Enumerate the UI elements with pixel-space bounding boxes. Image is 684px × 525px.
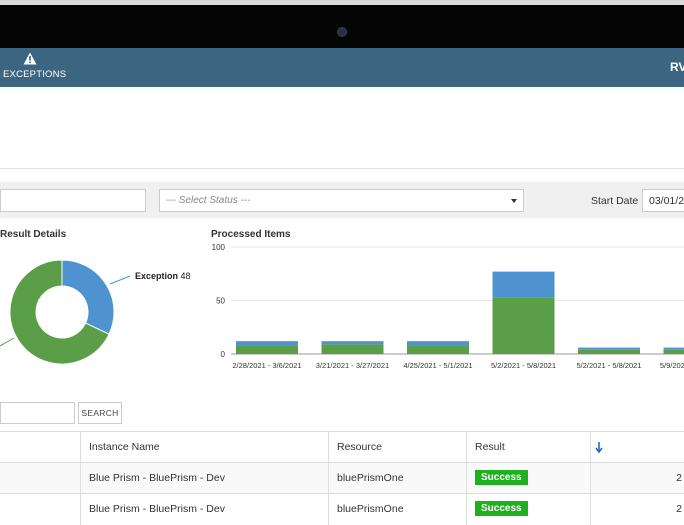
resource-cell: bluePrismOne xyxy=(328,494,466,525)
last-cell: 2 xyxy=(590,494,684,525)
table-row[interactable]: Blue Prism - BluePrism - Dev bluePrismOn… xyxy=(0,493,684,524)
x-tick-label: 4/25/2021 - 5/1/2021 xyxy=(403,361,472,370)
webcam xyxy=(337,27,347,37)
user-menu[interactable]: RV xyxy=(670,60,684,74)
result-details-chart: Exception 48 xyxy=(0,240,205,390)
x-tick-label: 5/2/2021 - 5/8/2021 xyxy=(576,361,641,370)
donut-slice-exception[interactable] xyxy=(62,260,114,334)
processed-items-title: Processed Items xyxy=(211,229,291,240)
bar-segment-0[interactable] xyxy=(493,297,555,354)
search-button[interactable]: SEARCH xyxy=(78,402,122,424)
status-select[interactable]: --- Select Status --- xyxy=(159,189,524,212)
y-tick-label: 50 xyxy=(216,297,225,306)
header-cell-blank xyxy=(0,432,80,463)
bar-segment-1[interactable] xyxy=(664,348,684,350)
bar-segment-1[interactable] xyxy=(407,341,469,345)
chevron-down-icon xyxy=(511,199,517,203)
result-cell: Success xyxy=(466,494,590,525)
success-leader-line xyxy=(0,338,14,346)
last-cell: 2 xyxy=(590,463,684,494)
bar-segment-1[interactable] xyxy=(322,341,384,344)
instance-name-cell: Blue Prism - BluePrism - Dev xyxy=(80,463,328,494)
x-tick-label: 5/9/2021 - 5/15/2021 xyxy=(660,361,684,370)
header-instance-name[interactable]: Instance Name xyxy=(80,432,328,463)
row-cell-blank xyxy=(0,494,80,525)
bar-segment-1[interactable] xyxy=(578,348,640,350)
nav-exceptions[interactable]: EXCEPTIONS xyxy=(0,48,62,87)
processed-items-chart: 0 50 100 2/28/2021 - 3/6/2021 3/21/2021 - 3/… xyxy=(205,240,684,380)
bar-segment-0[interactable] xyxy=(578,350,640,354)
status-badge: Success xyxy=(475,501,528,516)
row-cell-blank xyxy=(0,463,80,494)
page-header-area xyxy=(0,87,684,169)
bar-segment-1[interactable] xyxy=(236,341,298,345)
header-resource[interactable]: Resource xyxy=(328,432,466,463)
x-tick-label: 3/21/2021 - 3/27/2021 xyxy=(316,361,389,370)
x-tick-label: 5/2/2021 - 5/8/2021 xyxy=(491,361,556,370)
exception-leader-line xyxy=(110,276,130,284)
filter-bar: --- Select Status --- Start Date 03/01/2… xyxy=(0,182,684,218)
status-select-placeholder: --- Select Status --- xyxy=(166,195,250,206)
bezel-edge xyxy=(0,0,684,5)
header-result[interactable]: Result xyxy=(466,432,590,463)
bar-segment-0[interactable] xyxy=(407,345,469,354)
table-row[interactable]: Blue Prism - BluePrism - Dev bluePrismOn… xyxy=(0,462,684,493)
bar-segment-0[interactable] xyxy=(664,350,684,354)
exception-name: Exception xyxy=(135,271,178,281)
nav-exceptions-label: EXCEPTIONS xyxy=(3,69,66,80)
x-tick-label: 2/28/2021 - 3/6/2021 xyxy=(232,361,301,370)
header-sorted-column[interactable] xyxy=(590,432,684,463)
result-cell: Success xyxy=(466,463,590,494)
sort-desc-icon[interactable] xyxy=(594,440,604,454)
start-date-input[interactable]: 03/01/2021 xyxy=(642,189,684,212)
y-tick-label: 0 xyxy=(221,350,226,359)
bar-segment-0[interactable] xyxy=(322,344,384,354)
table-header-row: Instance Name Resource Result xyxy=(0,431,684,462)
resource-cell: bluePrismOne xyxy=(328,463,466,494)
search-input[interactable] xyxy=(0,402,75,424)
warning-icon xyxy=(23,52,37,65)
start-date-label: Start Date xyxy=(591,195,638,207)
bar-segment-1[interactable] xyxy=(493,272,555,298)
instance-name-cell: Blue Prism - BluePrism - Dev xyxy=(80,494,328,525)
bar-segment-0[interactable] xyxy=(236,345,298,354)
y-tick-label: 100 xyxy=(212,243,226,252)
exception-label: Exception 48 xyxy=(135,271,191,281)
text-filter-input[interactable] xyxy=(0,189,146,212)
status-badge: Success xyxy=(475,470,528,485)
result-details-title: Result Details xyxy=(0,229,66,240)
top-navbar: EXCEPTIONS RV xyxy=(0,48,684,87)
exception-count: 48 xyxy=(181,271,191,281)
screen-bezel xyxy=(0,0,684,48)
